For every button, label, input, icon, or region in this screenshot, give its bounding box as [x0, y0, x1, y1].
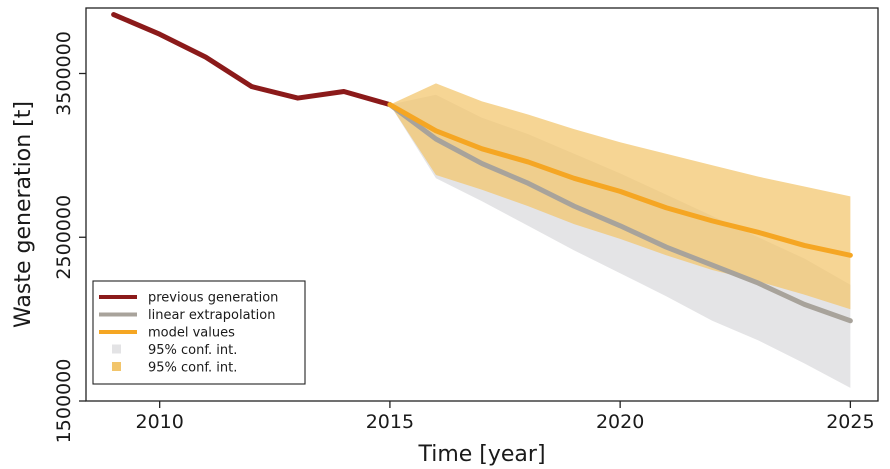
legend: previous generation linear extrapolation m… [92, 280, 306, 385]
y-tick-label: 2500000 [53, 195, 75, 280]
y-axis-title: Waste generation [t] [11, 101, 36, 328]
model-values-line [387, 102, 853, 258]
x-tick-label: 2025 [826, 411, 874, 433]
x-tick-label: 2010 [135, 411, 183, 433]
x-axis-title: Time [year] [417, 442, 545, 467]
x-axis: 2010 2015 2020 2025 [135, 401, 875, 433]
x-tick-label: 2020 [596, 411, 644, 433]
legend-band-swatch [112, 362, 121, 371]
confidence-band-2 [389, 83, 851, 310]
x-tick-label: 2015 [366, 411, 414, 433]
y-axis: 1500000 2500000 3500000 [53, 31, 86, 443]
legend-label: 95% conf. int. [148, 361, 237, 376]
legend-label: 95% conf. int. [148, 343, 237, 358]
legend-label: previous generation [148, 291, 278, 306]
legend-label: model values [148, 326, 235, 341]
confidence-bands [389, 83, 851, 388]
series-lines [111, 12, 853, 324]
legend-band-swatch [112, 344, 121, 354]
y-tick-label: 3500000 [53, 31, 75, 116]
linear-extrapolation-line [387, 102, 853, 324]
plot-frame [85, 7, 879, 402]
y-tick-label: 1500000 [53, 359, 75, 444]
previous-generation-line [111, 12, 393, 108]
legend-label: linear extrapolation [148, 308, 275, 323]
